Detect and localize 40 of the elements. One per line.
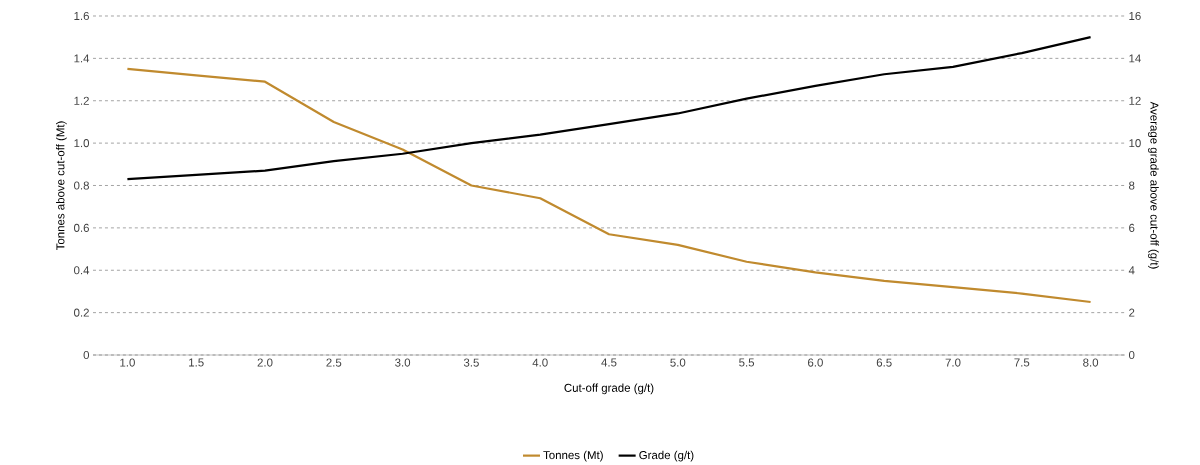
x-tick-label: 3.0 xyxy=(395,358,411,367)
x-tick-label: 7.5 xyxy=(1014,358,1030,367)
x-tick-label: 6.5 xyxy=(876,358,892,367)
x-tick-label: 6.0 xyxy=(808,358,823,367)
y-tick-label: 0.2 xyxy=(74,308,89,317)
y2-tick-label: 16 xyxy=(1129,11,1141,21)
y2-tick-label: 0 xyxy=(1128,350,1135,360)
x-tick-label: 7.0 xyxy=(945,358,961,367)
x-tick-label: 2.0 xyxy=(257,358,273,367)
y2-tick-label: 6 xyxy=(1129,223,1135,232)
x-tick-label: 3.5 xyxy=(463,358,479,367)
y2-tick-label: 14 xyxy=(1129,54,1141,63)
y-tick-label: 1.2 xyxy=(74,96,89,105)
y-axis-title: Tonnes above cut-off (Mt) xyxy=(56,121,67,251)
line-series xyxy=(126,67,1092,304)
y2-tick-label: 8 xyxy=(1129,181,1135,190)
y2-axis-title: Average grade above cut-off (g/t) xyxy=(1148,101,1159,269)
y-tick-label: 1.4 xyxy=(74,54,90,63)
x-tick-label: 5.5 xyxy=(739,358,755,367)
x-tick-label: 4.0 xyxy=(532,358,548,367)
y-tick-label: 0.4 xyxy=(74,266,90,275)
legend-label: Grade (g/t) xyxy=(639,450,694,462)
y-tick-label: 0.6 xyxy=(74,223,89,232)
x-tick-label: 5.0 xyxy=(670,358,686,367)
x-tick-label: 4.5 xyxy=(601,358,617,367)
x-tick-label: 1.5 xyxy=(189,358,204,367)
x-axis-title: Cut-off grade (g/t) xyxy=(564,383,654,395)
x-tick-label: 8.0 xyxy=(1083,358,1099,367)
y2-tick-label: 10 xyxy=(1129,139,1141,148)
y-tick-label: 0.8 xyxy=(74,181,89,190)
y2-tick-label: 12 xyxy=(1129,96,1141,105)
x-tick-label: 2.5 xyxy=(326,358,342,367)
y-tick-label: 1.6 xyxy=(74,11,89,21)
x-tick-label: 1.0 xyxy=(120,358,135,367)
y-tick-label: 1.0 xyxy=(74,139,90,148)
legend-label: Tonnes (Mt) xyxy=(543,450,603,462)
y-tick-label: 0 xyxy=(83,350,90,360)
y2-tick-label: 4 xyxy=(1128,266,1135,275)
y2-tick-label: 2 xyxy=(1129,308,1135,317)
line-series xyxy=(126,36,1092,181)
